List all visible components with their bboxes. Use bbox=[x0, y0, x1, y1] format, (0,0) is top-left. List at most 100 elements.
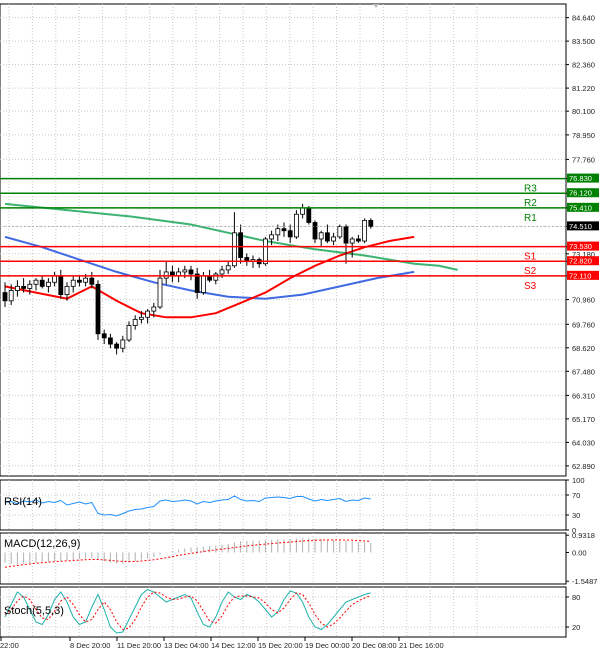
candle-body bbox=[337, 226, 343, 238]
macd-title: MACD(12,26,9) bbox=[4, 538, 80, 550]
pane-frame-macd bbox=[0, 532, 567, 585]
candle-body bbox=[318, 232, 324, 240]
candle bbox=[2, 282, 8, 307]
candle-body bbox=[138, 316, 144, 320]
candle bbox=[95, 280, 101, 340]
moving-average-blue bbox=[4, 235, 415, 300]
candle bbox=[39, 276, 45, 289]
level-price-tag bbox=[567, 241, 599, 251]
candle-body bbox=[114, 343, 119, 349]
time-axis: 22:00 8 Dec 20:00 11 Dec 20:00 13 Dec 04:00… bbox=[0, 637, 444, 650]
level-price-tag bbox=[567, 256, 599, 266]
candle-body bbox=[300, 207, 306, 215]
candle bbox=[312, 220, 318, 244]
candle bbox=[362, 218, 368, 244]
candle-body bbox=[362, 220, 368, 242]
level-label-r1: R1 bbox=[524, 213, 537, 224]
last-price-tag-text: 74.510 bbox=[569, 222, 592, 231]
macd-pane: 0.9318 0.00 -1.5487 MACD(12,26,9) bbox=[4, 531, 597, 586]
candle-body bbox=[89, 277, 95, 285]
candle bbox=[231, 212, 237, 268]
candle bbox=[151, 302, 157, 318]
candle bbox=[108, 333, 113, 349]
candle-body bbox=[132, 318, 138, 326]
candle bbox=[64, 282, 70, 301]
level-price-tag bbox=[567, 270, 599, 280]
y-tick-label: 80.100 bbox=[572, 107, 595, 116]
last-price-tag bbox=[567, 221, 599, 231]
candle-body bbox=[77, 279, 82, 283]
stoch-tick-label: 80 bbox=[572, 593, 580, 602]
candle-body bbox=[8, 290, 14, 302]
candle bbox=[27, 280, 33, 295]
candle-body bbox=[39, 279, 45, 287]
candle-body bbox=[219, 269, 225, 275]
y-tick-label: 70.960 bbox=[572, 296, 595, 305]
candle bbox=[120, 335, 126, 353]
candle-body bbox=[275, 228, 281, 236]
macd-tick-label: 0.00 bbox=[572, 548, 587, 557]
price-pane: 84.640 83.500 82.360 81.220 80.100 78.950 77.7… bbox=[0, 4, 599, 471]
candle-body bbox=[145, 310, 151, 318]
pane-frame-main bbox=[0, 3, 567, 477]
y-tick-label: 64.030 bbox=[572, 438, 595, 447]
x-tick-label: 20 Dec 08:00 bbox=[352, 641, 397, 650]
stoch-pane: 80 20 Stoch(5,5,3) bbox=[0, 588, 580, 634]
y-tick-label: 78.950 bbox=[572, 131, 595, 140]
candle bbox=[138, 311, 144, 324]
y-tick-label: 77.760 bbox=[572, 155, 595, 164]
macd-signal-line bbox=[4, 539, 371, 568]
candle-body bbox=[14, 285, 20, 291]
candle-body bbox=[108, 337, 113, 345]
level-price-tag-text: 72.820 bbox=[569, 257, 592, 266]
candle bbox=[126, 321, 132, 343]
level-label-s2: S2 bbox=[524, 266, 537, 277]
candle bbox=[14, 280, 20, 297]
candle-body bbox=[157, 277, 163, 308]
y-tick-label: 82.360 bbox=[572, 61, 595, 70]
candle-body bbox=[312, 222, 318, 240]
macd-tick-label: -1.5487 bbox=[572, 577, 597, 586]
y-tick-label: 81.220 bbox=[572, 84, 595, 93]
level-price-tag bbox=[567, 188, 599, 198]
candle bbox=[163, 261, 169, 285]
candle-body bbox=[126, 325, 132, 341]
pane-frame-stoch bbox=[0, 586, 567, 638]
candle-body bbox=[151, 306, 157, 312]
candle bbox=[225, 261, 231, 275]
pane-frame-rsi bbox=[0, 479, 567, 531]
y-tick-label: 69.760 bbox=[572, 320, 595, 329]
candle-body bbox=[349, 238, 355, 244]
y-tick-label: 66.310 bbox=[572, 391, 595, 400]
y-tick-label: 67.480 bbox=[572, 367, 595, 376]
stoch-d-line bbox=[4, 591, 371, 631]
candle bbox=[145, 309, 151, 324]
stoch-tick-label: 20 bbox=[572, 623, 580, 632]
level-price-tag bbox=[567, 202, 599, 212]
candle bbox=[77, 276, 82, 287]
x-tick-label: 15 Dec 20:00 bbox=[258, 641, 303, 650]
candle-body bbox=[120, 339, 126, 349]
y-tick-label: 73.180 bbox=[572, 250, 595, 259]
candle-body bbox=[368, 220, 374, 228]
candle bbox=[324, 224, 330, 244]
level-label-r2: R2 bbox=[524, 198, 537, 209]
candle bbox=[114, 342, 119, 355]
level-price-tag-text: 76.120 bbox=[569, 189, 592, 198]
level-label-r3: R3 bbox=[524, 184, 537, 195]
candle bbox=[21, 278, 27, 293]
candle bbox=[132, 315, 138, 330]
stoch-k-line bbox=[4, 588, 371, 634]
candle-body bbox=[225, 265, 231, 271]
y-tick-label: 68.620 bbox=[572, 344, 595, 353]
x-tick-label: 11 Dec 20:00 bbox=[117, 641, 161, 650]
candle-body bbox=[83, 277, 88, 283]
level-price-tag-text: 75.410 bbox=[569, 203, 592, 212]
candle-body bbox=[355, 238, 361, 242]
x-tick-label: 13 Dec 04:00 bbox=[164, 641, 209, 650]
candle bbox=[281, 222, 287, 237]
macd-tick-label: 0.9318 bbox=[572, 531, 595, 540]
candle-body bbox=[281, 228, 287, 232]
level-price-tag bbox=[567, 173, 599, 183]
candle-body bbox=[27, 283, 33, 289]
